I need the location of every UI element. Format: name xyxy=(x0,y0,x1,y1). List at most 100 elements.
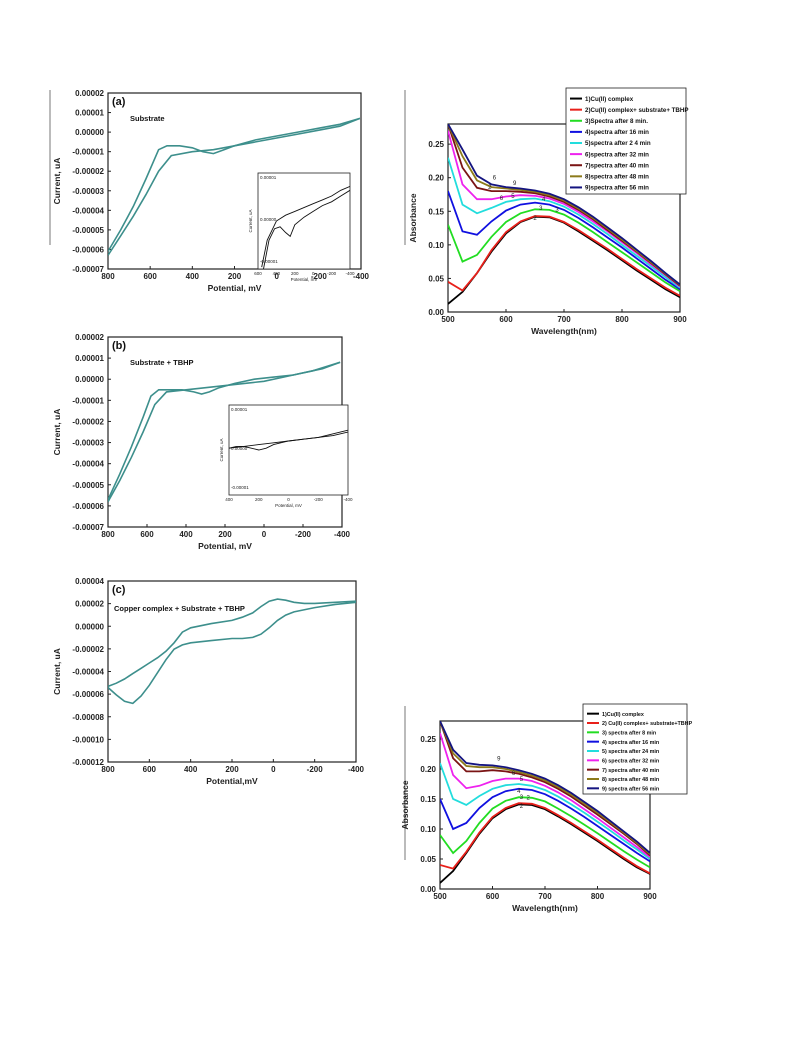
spectrum-line-9 xyxy=(440,721,650,854)
curve-number-label: 5 xyxy=(520,777,524,783)
x-axis-label: Potential, mV xyxy=(198,541,252,551)
inset-x-tick-label: 0 xyxy=(287,497,290,502)
inset-plot: 400 200 0 -200 -400 0.00001 0.00000 -0.00001 Pot… xyxy=(219,404,353,508)
cv-trace-reverse xyxy=(108,598,356,688)
legend-entry: 4)spectra after 16 min xyxy=(585,129,649,136)
y-tick-label: -0.00002 xyxy=(72,645,104,654)
y-tick-label: 0.00 xyxy=(420,885,436,894)
panel-label: (b) xyxy=(112,340,126,352)
legend-entry: 6)spectra after 32 min xyxy=(585,151,649,158)
legend-entry: 4) spectra after 16 min xyxy=(602,740,659,746)
inset-frame xyxy=(228,404,349,496)
inset-y-axis-label: Current, uA xyxy=(248,209,253,232)
x-tick-label: 0 xyxy=(271,765,276,774)
inset-y-tick-label: -0.00001 xyxy=(260,259,278,264)
cv-trace-reverse xyxy=(108,361,341,500)
curve-number-label: 6 xyxy=(493,176,497,182)
cv_b-chart: 800 600 400 200 0 -200 -400 0.00002 0.00001 0.000… xyxy=(52,333,353,551)
y-tick-label: -0.00003 xyxy=(72,439,104,448)
x-tick-label: 800 xyxy=(591,892,605,901)
x-tick-label: 400 xyxy=(179,530,193,539)
y-axis-label: Current, uA xyxy=(52,409,62,456)
x-axis-label: Wavelength(nm) xyxy=(531,326,597,336)
y-tick-label: -0.00007 xyxy=(72,265,104,274)
x-axis-label: Wavelength(nm) xyxy=(512,903,578,913)
x-tick-label: -200 xyxy=(295,530,312,539)
y-tick-label: -0.00005 xyxy=(72,481,104,490)
inset-x-tick-label: 200 xyxy=(291,271,299,276)
y-tick-label: -0.00012 xyxy=(72,758,104,767)
legend-entry: 7)spectra after 40 min xyxy=(585,162,649,169)
spectrum-line-2 xyxy=(440,802,650,875)
x-axis-label: Potential, mV xyxy=(208,283,262,293)
y-axis-label: Absorbance xyxy=(408,193,418,242)
y-tick-label: 0.15 xyxy=(420,795,436,804)
y-tick-label: -0.00004 xyxy=(72,668,104,677)
y-tick-label: 0.00002 xyxy=(75,89,104,98)
cv_c-chart: 800 600 400 200 0 -200 -400 0.00004 0.00002 0.000… xyxy=(52,577,365,786)
y-tick-label: 0.25 xyxy=(428,140,444,149)
spectrum-line-5 xyxy=(448,157,680,289)
y-tick-label: 0.00004 xyxy=(75,577,104,586)
y-tick-label: 0.00 xyxy=(428,308,444,317)
legend-entry: 6) spectra after 32 min xyxy=(602,759,659,765)
x-tick-label: 700 xyxy=(557,315,571,324)
inset-plot: 600 400 200 0 -200 -4000.000010.00000-0.00001… xyxy=(248,172,355,282)
legend-entry: 7) spectra after 40 min xyxy=(602,768,659,774)
x-tick-label: 800 xyxy=(615,315,629,324)
x-tick-label: 600 xyxy=(140,530,154,539)
x-tick-label: 700 xyxy=(538,892,552,901)
x-tick-label: 500 xyxy=(433,892,447,901)
inset-x-tick-label: -200 xyxy=(314,497,324,502)
cv-trace-forward xyxy=(108,117,361,256)
legend-entry: 8) spectra after 48 min xyxy=(602,777,659,783)
inset-y-tick-label: 0.00001 xyxy=(260,175,277,180)
y-tick-label: 0.20 xyxy=(420,765,436,774)
cv_a-chart: 800 600 400 200 0 -200 -4000.000020.000010.000… xyxy=(49,89,370,293)
spectrum-line-4 xyxy=(448,190,680,290)
legend-entry: 3)Spectra after 8 min. xyxy=(585,118,648,125)
inset-y-tick-label: 0.00000 xyxy=(231,446,248,451)
x-tick-label: 200 xyxy=(218,530,232,539)
legend-entry: 1)Cu(II) complex xyxy=(602,712,644,718)
curve-number-label: 9 xyxy=(513,181,517,187)
curve-number-label: 2 xyxy=(520,804,524,810)
x-tick-label: 900 xyxy=(673,315,687,324)
legend-entry: 8)spectra after 48 min xyxy=(585,174,649,181)
x-tick-label: -400 xyxy=(348,765,365,774)
inset-y-tick-label: -0.00001 xyxy=(231,485,249,490)
x-tick-label: 200 xyxy=(228,272,242,281)
curve-number-label: 6 xyxy=(512,771,516,777)
y-tick-label: -0.00003 xyxy=(72,187,104,196)
spectrum-line-6 xyxy=(440,732,650,858)
inset-x-tick-label: -400 xyxy=(345,271,355,276)
curve-number-label: 5 xyxy=(511,194,515,200)
curve-number-label: 2 xyxy=(527,796,531,802)
spectrum-line-7 xyxy=(440,721,650,857)
x-axis-label: Potential,mV xyxy=(206,776,258,786)
x-tick-label: 800 xyxy=(101,765,115,774)
legend-entry: 5) spectra after 24 min xyxy=(602,749,659,755)
curve-number-label: 3 xyxy=(520,795,524,801)
inset-x-tick-label: -200 xyxy=(327,271,337,276)
x-tick-label: 600 xyxy=(486,892,500,901)
y-tick-label: -0.00004 xyxy=(72,460,104,469)
legend-entry: 9) spectra after 56 min xyxy=(602,787,659,793)
x-tick-label: -400 xyxy=(353,272,370,281)
y-axis-label: Current, uA xyxy=(52,158,62,205)
inset-x-tick-label: 400 xyxy=(225,497,233,502)
y-tick-label: -0.00002 xyxy=(72,417,104,426)
x-tick-label: 400 xyxy=(186,272,200,281)
y-tick-label: -0.00006 xyxy=(72,690,104,699)
spectrum-line-2 xyxy=(448,215,680,297)
y-tick-label: 0.10 xyxy=(420,825,436,834)
inset-x-tick-label: 0 xyxy=(312,271,315,276)
inset-trace-1 xyxy=(263,189,350,269)
y-tick-label: -0.00010 xyxy=(72,735,104,744)
inset-y-axis-label: Current, uA xyxy=(219,438,224,461)
cv-trace-reverse xyxy=(108,117,361,252)
y-tick-label: -0.00002 xyxy=(72,167,104,176)
curve-number-label: 9 xyxy=(497,757,501,763)
curve-number-label: 4 xyxy=(542,197,546,203)
y-tick-label: -0.00007 xyxy=(72,523,104,532)
